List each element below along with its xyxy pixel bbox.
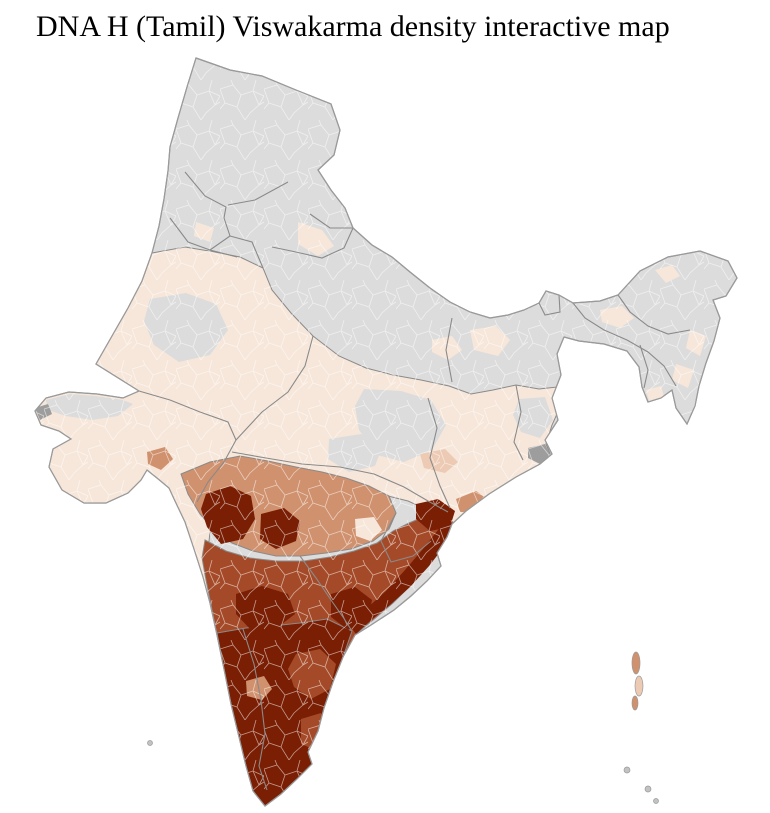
island-andaman-north[interactable] [631, 651, 641, 675]
island-andaman-middle[interactable] [634, 675, 644, 697]
island-nicobar-2[interactable] [644, 785, 652, 793]
island-nicobar-1[interactable] [623, 766, 631, 774]
patch-central-tamilnadu-high-2[interactable] [301, 713, 331, 751]
island-andaman-south[interactable] [631, 695, 639, 711]
andaman-nicobar-islands [147, 651, 659, 804]
page-title: DNA H (Tamil) Viswakarma density interac… [36, 10, 670, 43]
island-lakshadweep[interactable] [147, 740, 153, 746]
island-nicobar-3[interactable] [653, 798, 659, 804]
region-kerala-tamilnadu-veryhigh[interactable] [216, 618, 353, 806]
